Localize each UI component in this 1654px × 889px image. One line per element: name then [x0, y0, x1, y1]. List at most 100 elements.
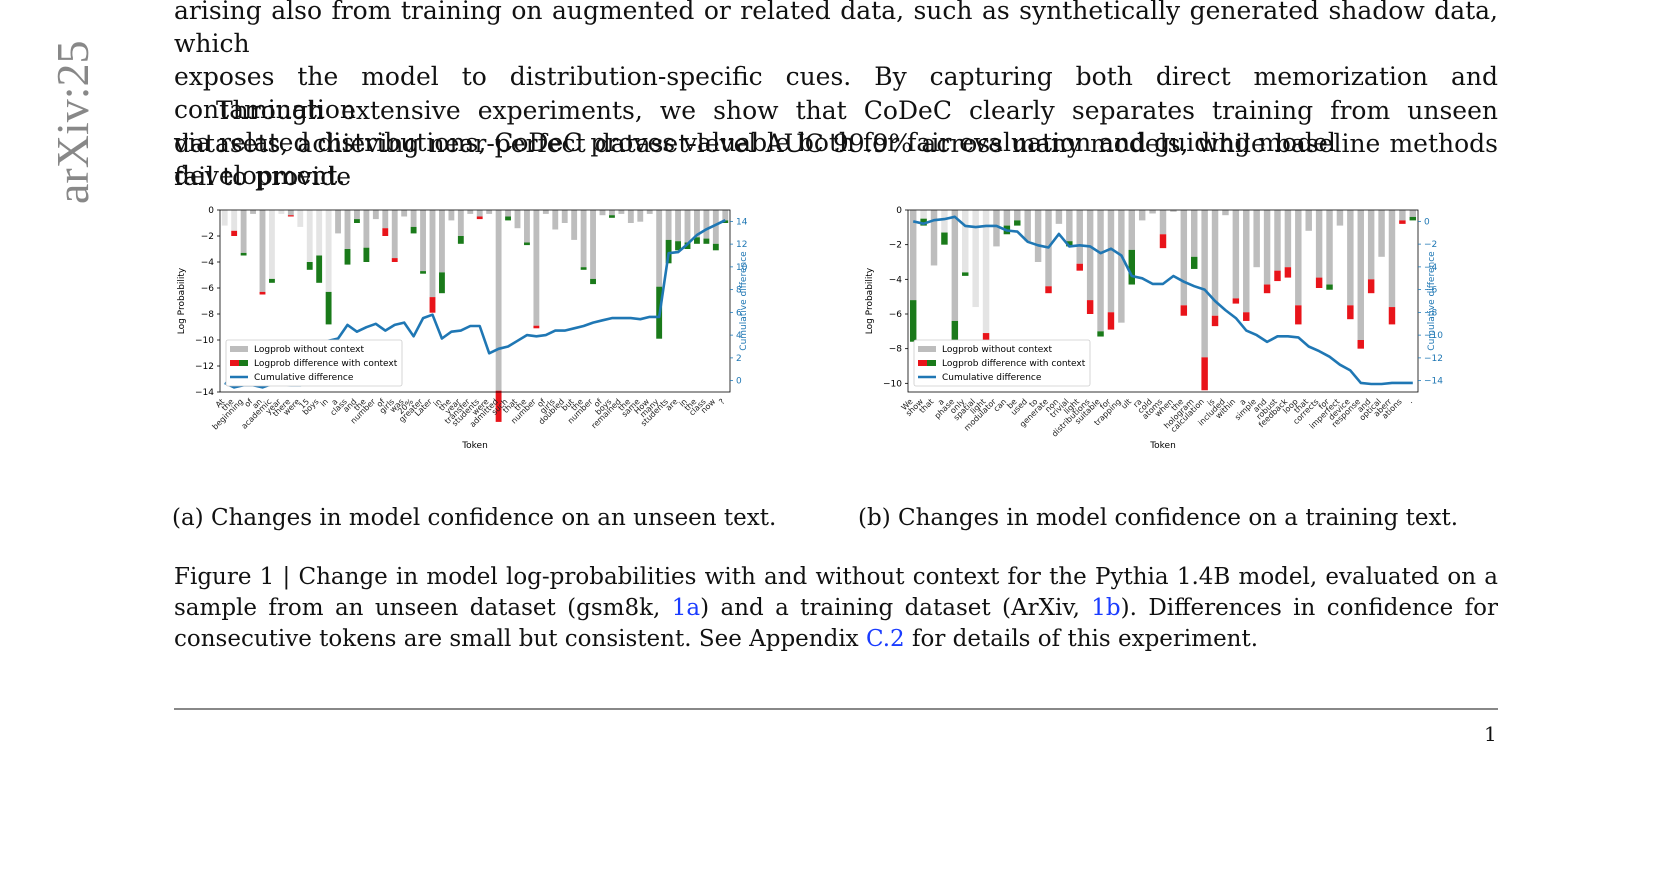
logprob-bar: [391, 210, 398, 259]
logprob-bar: [920, 210, 927, 219]
y2-tick-label: 2: [736, 354, 742, 364]
logprob-diff-bar: [287, 215, 294, 217]
logprob-bar: [269, 210, 275, 279]
logprob-diff-bar: [306, 262, 313, 270]
y-axis-label: Log Probability: [177, 267, 187, 334]
figure-1b: We show that a phase only spatial light modulato…: [858, 206, 1498, 486]
ref-link-1b[interactable]: 1b: [1091, 595, 1121, 621]
logprob-diff-bar: [325, 291, 332, 325]
logprob-diff-bar: [1315, 277, 1323, 288]
logprob-bar: [514, 210, 521, 229]
y-tick-label: −6: [889, 310, 903, 320]
logprob-bar: [665, 210, 672, 240]
logprob-bar: [1201, 210, 1208, 358]
logprob-bar: [1149, 210, 1156, 214]
logprob-bar: [259, 210, 266, 292]
logprob-bar: [278, 210, 285, 214]
logprob-bar: [250, 210, 256, 214]
logprob-diff-bar: [590, 278, 596, 285]
logprob-bar: [1128, 210, 1136, 250]
logprob-bar: [1222, 210, 1229, 216]
legend-swatch-red: [230, 360, 239, 366]
logprob-diff-bar: [1014, 220, 1021, 226]
logprob-bar: [1076, 210, 1083, 264]
logprob-bar: [354, 210, 360, 220]
cumulative-line: [912, 215, 1413, 386]
logprob-bar: [533, 210, 540, 326]
y2-tick-label: 14: [736, 217, 748, 227]
logprob-diff-bar: [457, 236, 464, 244]
y2-tick-label: −4: [1424, 263, 1438, 273]
y2-tick-label: −2: [1424, 240, 1437, 250]
x-tick-label: of: [375, 397, 387, 409]
logprob-bar: [1024, 210, 1031, 242]
logprob-bar: [221, 210, 228, 226]
logprob-bar: [722, 210, 729, 221]
logprob-bar: [297, 210, 304, 227]
logprob-bar: [609, 210, 615, 216]
logprob-bar: [505, 210, 511, 217]
legend-swatch-gray: [230, 346, 248, 352]
figure-caption: Figure 1 | Change in model log-probabili…: [174, 562, 1498, 655]
logprob-bar: [231, 210, 238, 231]
caption-text: ) and a training dataset (ArXiv,: [700, 595, 1092, 621]
logprob-bar: [962, 210, 969, 273]
logprob-bar: [637, 210, 644, 222]
logprob-bar: [1399, 210, 1406, 221]
logprob-bar: [571, 210, 578, 240]
logprob-diff-bar: [1367, 279, 1375, 294]
logprob-diff-bar: [1045, 286, 1052, 294]
x-tick-label: a: [330, 397, 340, 407]
legend-swatch-green: [239, 360, 248, 366]
x-tick-label: of: [592, 397, 604, 409]
logprob-diff-bar: [1211, 315, 1219, 327]
plot-frame: [219, 209, 731, 393]
y-tick-label: −8: [889, 345, 903, 355]
logprob-bar: [909, 210, 917, 301]
y2-tick-label: −10: [1424, 331, 1443, 341]
legend-label: Cumulative difference: [942, 373, 1042, 383]
logprob-diff-bar: [703, 238, 710, 244]
logprob-diff-bar: [712, 243, 719, 251]
legend-box: [913, 339, 1091, 387]
ref-link-appendix[interactable]: C.2: [865, 626, 905, 652]
logprob-bar: [590, 210, 596, 279]
caption-text: ). Differences in confidence for consecu…: [174, 595, 1498, 652]
logprob-bar: [1190, 210, 1198, 257]
x-tick-label: ?: [717, 397, 726, 406]
legend-label: Logprob without context: [942, 345, 1052, 355]
logprob-bar: [1367, 210, 1375, 280]
logprob-bar: [316, 210, 323, 256]
logprob-bar: [561, 210, 568, 223]
logprob-diff-bar: [354, 219, 360, 223]
logprob-diff-bar: [1076, 263, 1083, 271]
body-paragraph-1: arising also from training on augmented …: [174, 0, 1498, 192]
logprob-bar: [1118, 210, 1125, 323]
y-tick-label: 0: [208, 206, 214, 216]
logprob-bar: [656, 210, 663, 287]
logprob-bar: [1211, 210, 1219, 316]
logprob-diff-bar: [495, 390, 502, 422]
logprob-diff-bar: [1357, 340, 1364, 349]
logprob-diff-bar: [439, 272, 445, 294]
x-tick-label: .: [1406, 397, 1414, 405]
logprob-bar: [684, 210, 691, 243]
logprob-bar: [486, 210, 493, 214]
logprob-diff-bar: [722, 220, 729, 223]
logprob-bar: [495, 210, 502, 391]
logprob-diff-bar: [505, 216, 511, 221]
logprob-bar: [420, 210, 426, 272]
y-tick-label: −6: [201, 284, 215, 294]
logprob-diff-bar: [962, 272, 969, 276]
logprob-diff-bar: [1326, 284, 1333, 290]
logprob-bar: [1055, 210, 1063, 224]
logprob-bar: [1326, 210, 1333, 285]
logprob-diff-bar: [429, 297, 436, 313]
ref-link-1a[interactable]: 1a: [671, 595, 701, 621]
logprob-bar: [542, 210, 549, 214]
logprob-diff-bar: [1190, 256, 1198, 269]
logprob-bar: [1138, 210, 1146, 221]
logprob-diff-bar: [1399, 220, 1406, 224]
y2-tick-label: −6: [1424, 286, 1438, 296]
